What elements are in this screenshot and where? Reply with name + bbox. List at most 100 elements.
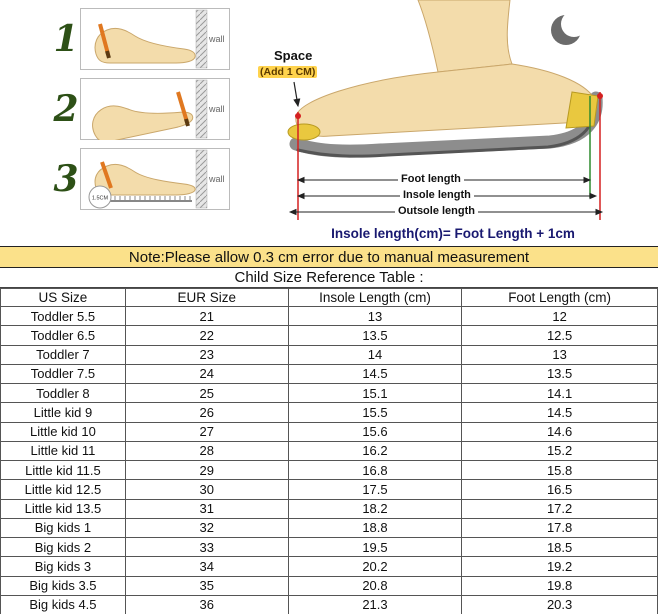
- table-cell: 14.5: [287, 363, 463, 385]
- pencil-tip: [105, 50, 111, 59]
- table-cell: 29: [124, 459, 289, 481]
- foot-length-label: Foot length: [398, 173, 464, 185]
- table-cell: 18.2: [287, 498, 463, 519]
- table-cell: 16.5: [461, 479, 658, 500]
- step-number: 3: [53, 158, 79, 200]
- ruler-measurement-illustration: 1.5CM wall: [80, 148, 230, 210]
- table-cell: Big kids 3: [0, 556, 126, 577]
- measurement-instructions: 1 wall 2: [0, 0, 658, 246]
- column-header: EUR Size: [124, 288, 289, 307]
- foot-illustration: [92, 105, 194, 140]
- table-row: Toddler 5.5 21 13 12: [0, 305, 658, 327]
- note-banner: Note:Please allow 0.3 cm error due to ma…: [0, 247, 658, 268]
- table-row: Big kids 4.5 36 21.3 20.3: [0, 594, 658, 614]
- size-badge: [88, 185, 112, 209]
- table-row: Big kids 3.5 35 20.8 19.8: [0, 575, 658, 596]
- measure-step-3: 3 1.5CM wall: [52, 148, 248, 210]
- table-cell: 27: [124, 421, 289, 442]
- table-cell: 13: [287, 305, 463, 327]
- table-cell: Little kid 9: [0, 402, 126, 423]
- measure-step-1: 1 wall: [52, 8, 248, 70]
- space-arrow: [293, 81, 301, 108]
- child-size-table: US Size EUR Size Insole Length (cm) Foot Le…: [0, 288, 658, 614]
- table-row: Toddler 6.5 22 13.5 12.5: [0, 325, 658, 346]
- pencil-icon: [100, 161, 113, 189]
- column-header: US Size: [0, 288, 126, 307]
- column-header: Insole Length (cm): [287, 288, 463, 307]
- step-number: 1: [53, 18, 79, 60]
- table-cell: Big kids 3.5: [0, 575, 126, 596]
- table-cell: 34: [124, 556, 289, 577]
- table-cell: Little kid 11: [0, 440, 126, 462]
- table-cell: Big kids 2: [0, 536, 126, 558]
- table-cell: 15.1: [287, 382, 463, 404]
- table-cell: 14.6: [461, 421, 658, 442]
- table-cell: 21.3: [287, 594, 463, 614]
- measure-step-2: 2 wall: [52, 78, 248, 140]
- table-row: Little kid 9 26 15.5 14.5: [0, 402, 658, 423]
- table-cell: 36: [124, 594, 289, 614]
- leg-illustration: [417, 0, 513, 73]
- pencil-icon: [176, 91, 189, 123]
- foot-in-shoe-illustration: [287, 0, 604, 220]
- table-cell: Little kid 10: [0, 421, 126, 442]
- table-cell: 21: [124, 305, 289, 327]
- table-cell: 22: [124, 325, 289, 346]
- table-cell: 25: [124, 382, 289, 404]
- table-cell: 30: [124, 479, 289, 500]
- table-cell: Toddler 6.5: [0, 325, 126, 346]
- table-row: Big kids 3 34 20.2 19.2: [0, 556, 658, 577]
- insole-length-label: Insole length: [400, 189, 474, 201]
- table-row: Big kids 1 32 18.8 17.8: [0, 517, 658, 539]
- outsole-length-label: Outsole length: [395, 205, 478, 217]
- table-cell: Toddler 7.5: [0, 363, 126, 385]
- table-cell: 17.8: [461, 517, 658, 539]
- table-cell: 20.2: [287, 556, 463, 577]
- table-cell: Big kids 1: [0, 517, 126, 539]
- space-label: Space: [274, 48, 313, 63]
- table-cell: 17.5: [287, 479, 463, 500]
- heel-marker-dot: [597, 93, 603, 99]
- table-cell: Big kids 4.5: [0, 594, 126, 614]
- table-cell: 14.5: [461, 402, 658, 423]
- wall-label: wall: [208, 104, 225, 114]
- table-row: Little kid 13.5 31 18.2 17.2: [0, 498, 658, 519]
- table-cell: 13.5: [287, 325, 463, 346]
- table-cell: 12.5: [461, 325, 658, 346]
- table-cell: 15.5: [287, 402, 463, 423]
- table-cell: Little kid 13.5: [0, 498, 126, 519]
- wall-label: wall: [208, 174, 225, 184]
- table-cell: 20.8: [287, 575, 463, 596]
- table-cell: 12: [461, 305, 658, 327]
- table-row: Little kid 11 28 16.2 15.2: [0, 440, 658, 462]
- table-cell: 13: [461, 344, 658, 365]
- step-illustration-box: wall: [80, 8, 230, 70]
- table-cell: 18.8: [287, 517, 463, 539]
- insole-heel: [565, 91, 599, 129]
- table-cell: 31: [124, 498, 289, 519]
- foot-illustration: [94, 27, 196, 64]
- measure-steps: 1 wall 2: [0, 0, 248, 246]
- wall-hatch: [195, 149, 208, 209]
- table-cell: 32: [124, 517, 289, 539]
- table-cell: 15.2: [461, 440, 658, 462]
- pencil-tip: [184, 118, 190, 127]
- table-cell: 19.2: [461, 556, 658, 577]
- table-cell: 18.5: [461, 536, 658, 558]
- wall-hatch: [195, 9, 208, 69]
- table-cell: Toddler 8: [0, 382, 126, 404]
- table-cell: 26: [124, 402, 289, 423]
- wall-label: wall: [208, 34, 225, 44]
- table-cell: 14: [287, 344, 463, 365]
- crescent-moon-mask: [561, 11, 587, 37]
- table-cell: 20.3: [461, 594, 658, 614]
- table-cell: 17.2: [461, 498, 658, 519]
- foot-illustration: [94, 163, 196, 196]
- size-table-header-row: US Size EUR Size Insole Length (cm) Foot Le…: [0, 288, 658, 307]
- step-illustration-box: wall: [80, 78, 230, 140]
- table-cell: 13.5: [461, 363, 658, 385]
- table-row: Toddler 8 25 15.1 14.1: [0, 382, 658, 404]
- table-cell: 19.8: [461, 575, 658, 596]
- badge-label: 1.5CM: [92, 196, 109, 202]
